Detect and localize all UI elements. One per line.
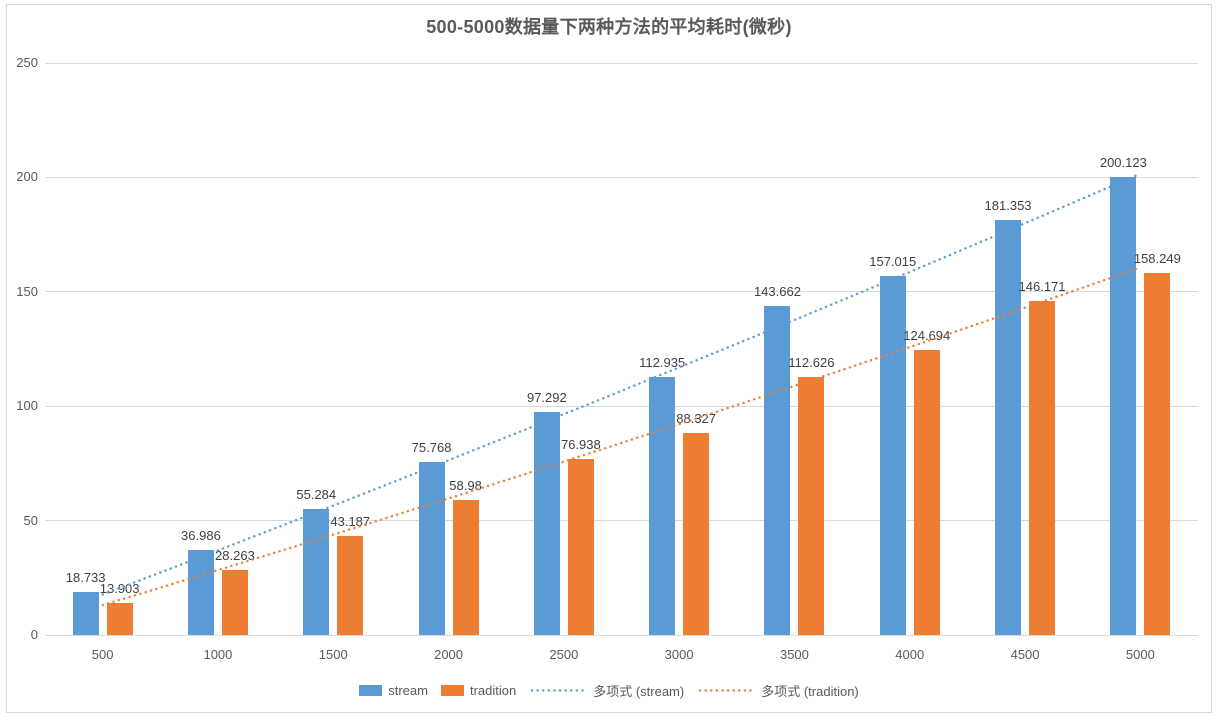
y-gridline bbox=[45, 405, 1198, 407]
bar-value-label: 158.249 bbox=[1133, 250, 1181, 266]
legend-swatch-stream bbox=[359, 685, 383, 696]
bar-stream-4500 bbox=[995, 220, 1022, 635]
bar-tradition-5000 bbox=[1144, 272, 1171, 635]
y-axis-tick-label: 150 bbox=[16, 283, 38, 299]
legend-label: stream bbox=[388, 683, 428, 698]
x-axis-tick-label: 500 bbox=[91, 647, 114, 662]
x-axis-tick-label: 2000 bbox=[434, 647, 464, 662]
chart-title: 500-5000数据量下两种方法的平均耗时(微秒) bbox=[426, 17, 792, 37]
bar-tradition-3500 bbox=[798, 377, 825, 635]
legend-dotted-line-stream bbox=[531, 689, 586, 692]
bar-value-label: 200.123 bbox=[1099, 155, 1147, 171]
bar-stream-4000 bbox=[879, 275, 906, 635]
legend-swatch-tradition bbox=[440, 685, 464, 696]
x-axis-tick-label: 1000 bbox=[203, 647, 233, 662]
bar-value-label: 36.986 bbox=[181, 528, 221, 544]
y-axis-tick-label: 0 bbox=[30, 627, 38, 642]
bar-value-label: 124.694 bbox=[903, 327, 951, 343]
bar-stream-500 bbox=[72, 592, 99, 635]
chart-legend: stream tradition 多项式 (stream) 多项式 (traditio… bbox=[0, 681, 1218, 700]
bar-value-label: 55.284 bbox=[296, 486, 337, 502]
bar-value-label: 143.662 bbox=[753, 284, 801, 300]
bar-tradition-4500 bbox=[1029, 300, 1056, 635]
legend-label: tradition bbox=[469, 683, 517, 698]
bar-stream-1000 bbox=[187, 550, 214, 635]
bar-value-label: 76.938 bbox=[560, 436, 601, 452]
x-axis-tick-label: 4000 bbox=[895, 647, 925, 662]
legend-item-tradition: tradition bbox=[440, 683, 517, 698]
bar-stream-1500 bbox=[303, 508, 330, 635]
bar-value-label: 58.98 bbox=[449, 478, 482, 494]
y-gridline bbox=[45, 62, 1198, 64]
bar-value-label: 181.353 bbox=[984, 198, 1032, 214]
bar-value-label: 88.327 bbox=[676, 410, 717, 426]
bar-stream-2500 bbox=[533, 412, 560, 635]
bar-tradition-3000 bbox=[683, 432, 710, 635]
x-axis-tick-label: 4500 bbox=[1010, 647, 1040, 662]
bar-value-label: 112.935 bbox=[639, 354, 686, 370]
y-axis-tick-label: 250 bbox=[16, 55, 38, 70]
bar-stream-2000 bbox=[418, 461, 445, 635]
bar-tradition-500 bbox=[106, 603, 133, 635]
legend-item-stream: stream bbox=[359, 683, 428, 698]
legend-item-trend-stream: 多项式 (stream) bbox=[529, 681, 684, 700]
bar-value-label: 28.263 bbox=[215, 548, 255, 564]
legend-item-trend-tradition: 多项式 (tradition) bbox=[697, 681, 859, 700]
y-axis-tick-label: 50 bbox=[23, 512, 38, 528]
bar-tradition-2500 bbox=[567, 458, 594, 635]
x-axis-tick-label: 2500 bbox=[549, 647, 579, 662]
x-axis-tick-label: 3500 bbox=[779, 647, 809, 662]
x-axis-tick-label: 3000 bbox=[664, 647, 694, 662]
bar-stream-3500 bbox=[764, 306, 791, 635]
legend-label: 多项式 (tradition) bbox=[761, 684, 859, 699]
y-gridline bbox=[45, 520, 1198, 522]
bar-value-label: 157.015 bbox=[869, 253, 917, 269]
x-axis-tick-label: 5000 bbox=[1125, 647, 1155, 662]
y-axis-tick-label: 100 bbox=[16, 398, 38, 414]
legend-label: 多项式 (stream) bbox=[593, 684, 685, 699]
legend-dotted-line-tradition bbox=[699, 689, 754, 692]
bar-value-label: 75.768 bbox=[411, 439, 452, 455]
bar-value-label: 13.903 bbox=[99, 581, 140, 597]
bar-tradition-4000 bbox=[913, 349, 940, 635]
bar-value-label: 43.187 bbox=[330, 514, 371, 530]
y-gridline bbox=[45, 176, 1198, 178]
bar-stream-5000 bbox=[1110, 177, 1137, 635]
y-axis-tick-label: 200 bbox=[16, 169, 38, 185]
bar-tradition-1000 bbox=[221, 570, 248, 635]
y-gridline bbox=[45, 634, 1198, 636]
bar-value-label: 112.626 bbox=[788, 355, 835, 371]
bar-value-label: 97.292 bbox=[526, 390, 567, 406]
bar-tradition-2000 bbox=[452, 500, 479, 635]
x-axis-tick-label: 1500 bbox=[318, 647, 348, 662]
bar-stream-3000 bbox=[649, 376, 676, 635]
bar-value-label: 146.171 bbox=[1018, 278, 1066, 294]
bar-tradition-1500 bbox=[337, 536, 364, 635]
bar-value-label: 18.733 bbox=[65, 570, 106, 586]
